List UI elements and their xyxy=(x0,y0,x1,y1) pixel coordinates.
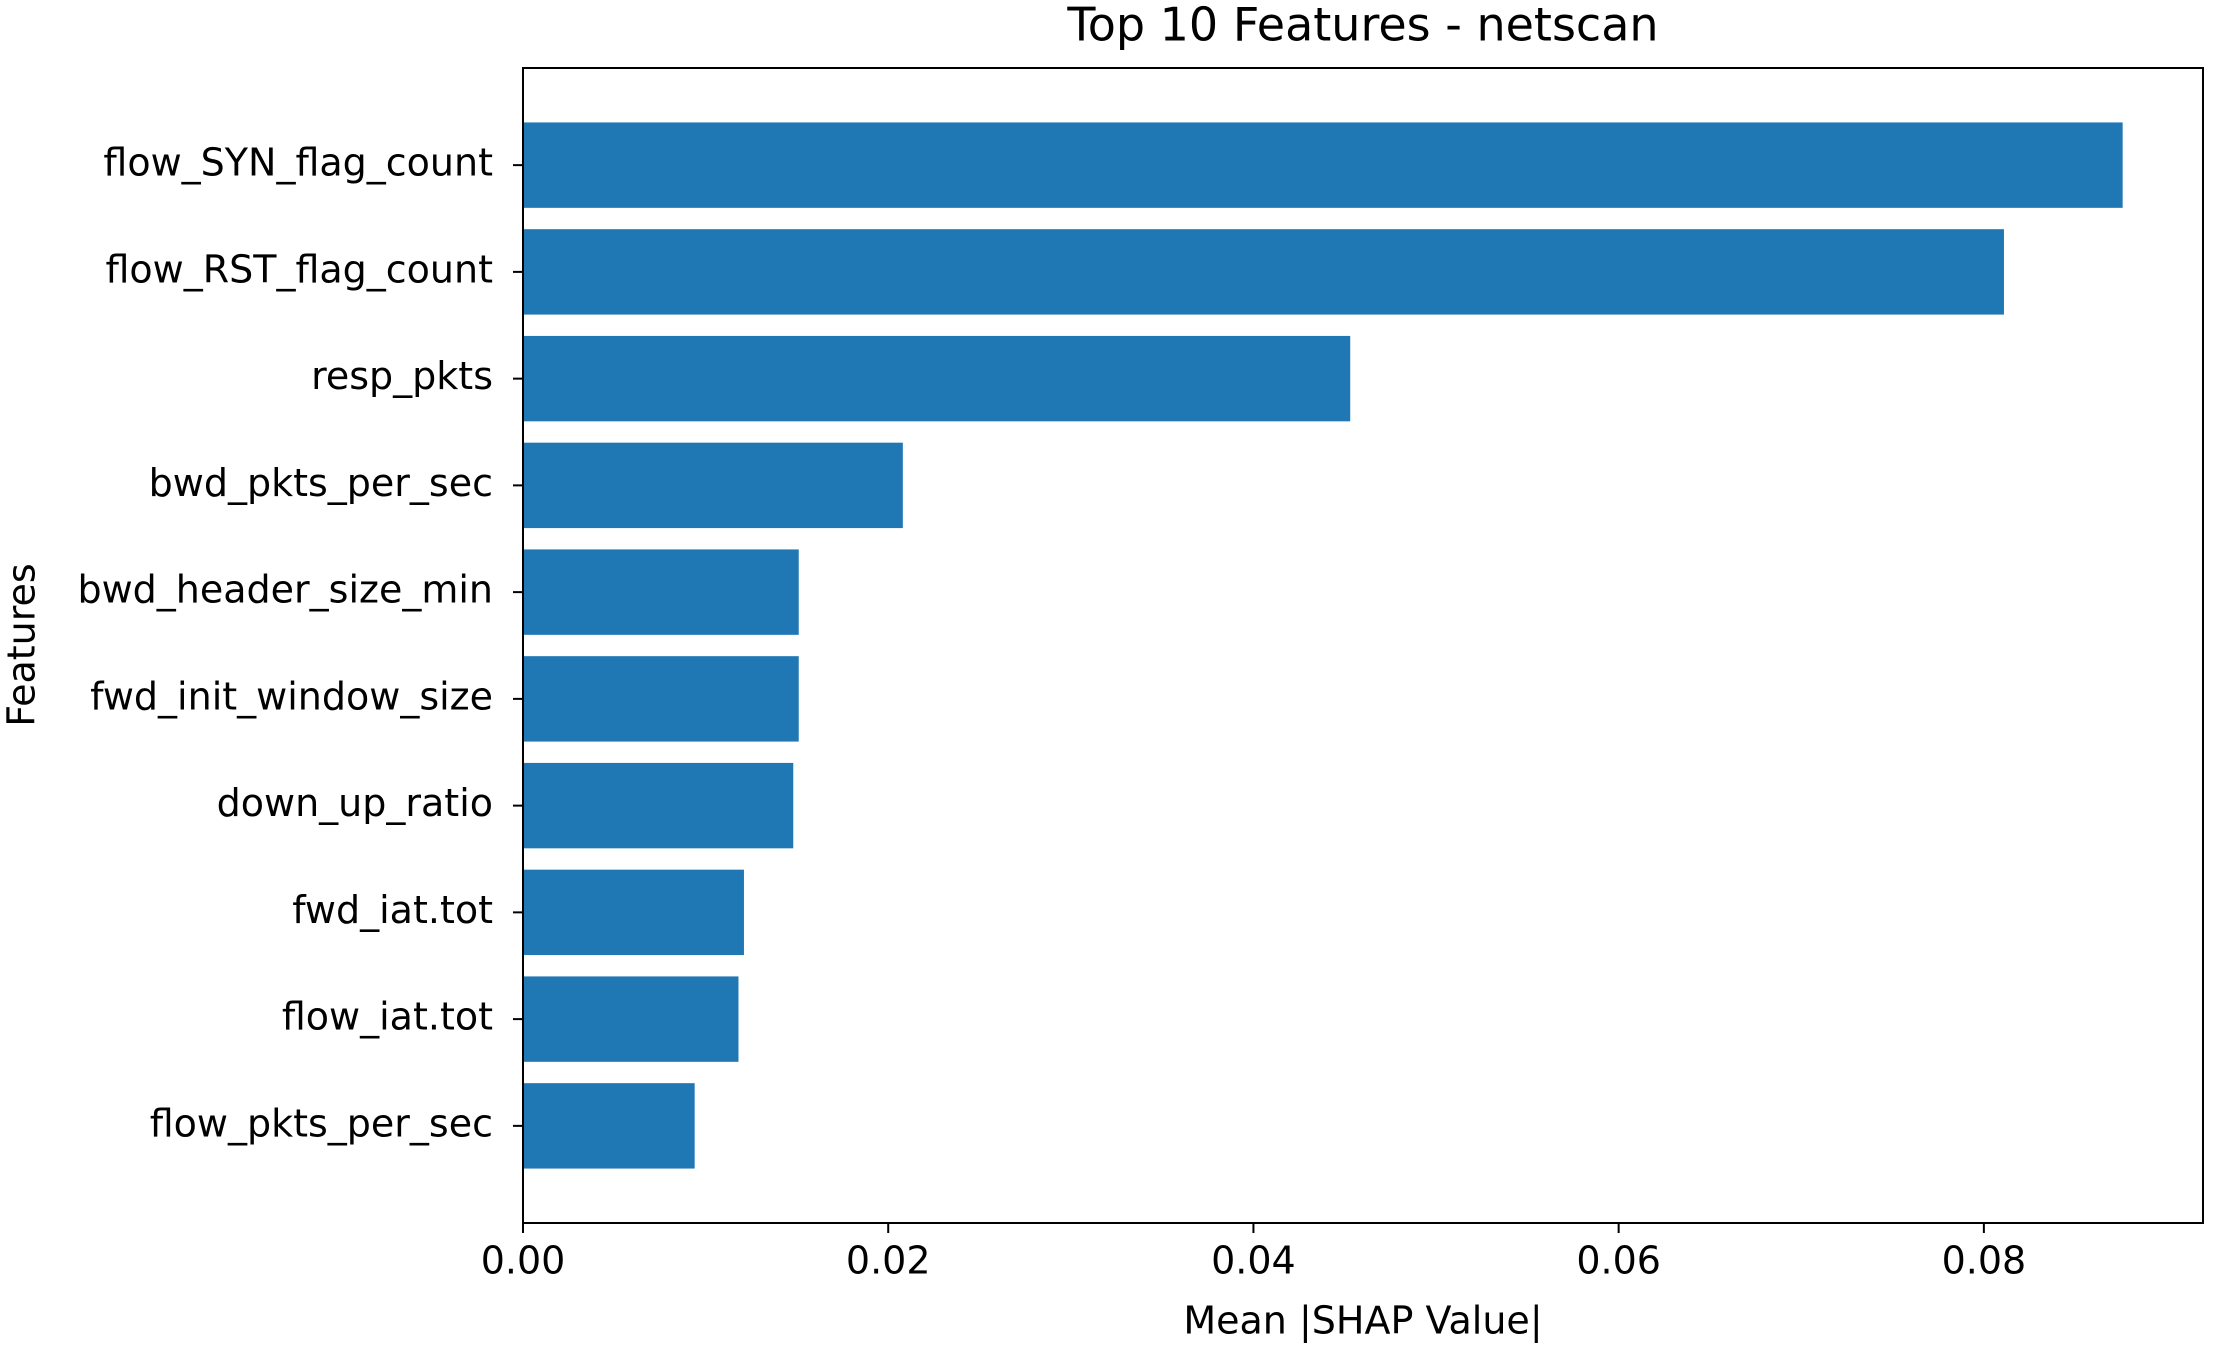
bar xyxy=(523,335,1351,422)
bar xyxy=(523,762,794,849)
y-tick-label: down_up_ratio xyxy=(217,781,493,825)
y-tick-label: resp_pkts xyxy=(311,354,493,398)
bar xyxy=(523,869,744,956)
y-tick-label: flow_pkts_per_sec xyxy=(150,1101,493,1145)
x-tick-label: 0.02 xyxy=(846,1239,931,1283)
bar xyxy=(523,656,799,742)
y-axis-label: Features xyxy=(0,563,44,726)
x-tick-label: 0.04 xyxy=(1211,1239,1296,1283)
bar xyxy=(523,229,2004,315)
bar xyxy=(523,1083,695,1169)
plot-frame xyxy=(522,67,2204,1224)
bar xyxy=(523,976,739,1062)
x-tick-label: 0.00 xyxy=(481,1239,566,1283)
y-tick-label: flow_RST_flag_count xyxy=(105,247,493,291)
bar xyxy=(523,122,2123,208)
chart-title: Top 10 Features - netscan xyxy=(1066,0,1658,52)
bar xyxy=(523,549,799,635)
x-tick-label: 0.06 xyxy=(1576,1239,1661,1283)
y-tick-label: bwd_pkts_per_sec xyxy=(149,461,493,505)
y-tick-label: bwd_header_size_min xyxy=(77,568,493,612)
bar xyxy=(523,442,903,529)
x-tick-label: 0.08 xyxy=(1942,1239,2027,1283)
x-axis-label: Mean |SHAP Value| xyxy=(1183,1299,1542,1344)
y-tick-label: fwd_init_window_size xyxy=(90,674,493,718)
y-tick-label: flow_iat.tot xyxy=(282,995,493,1039)
y-tick-label: flow_SYN_flag_count xyxy=(103,141,493,185)
y-tick-label: fwd_iat.tot xyxy=(292,888,493,932)
